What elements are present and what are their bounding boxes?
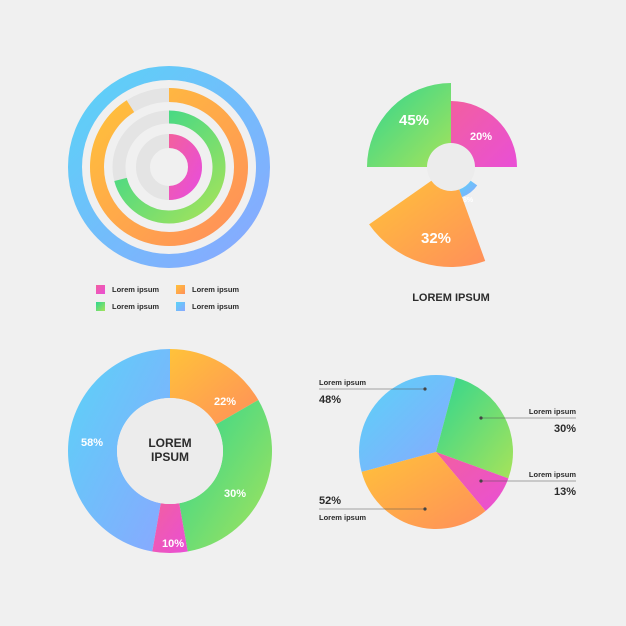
donut-slice-green	[179, 400, 272, 552]
callout-dot	[423, 387, 427, 391]
legend-swatch-pink	[96, 285, 105, 294]
rose-slice-label: 32%	[421, 230, 451, 247]
legend-swatch-green	[96, 302, 105, 311]
rose-slice-pink	[451, 101, 517, 167]
pie-hole	[427, 143, 475, 191]
callout-name: Lorem ipsum	[529, 470, 576, 479]
pie-slice-pink	[436, 452, 509, 511]
rose-slice-blue	[459, 180, 478, 198]
rose-slice-orange	[369, 180, 486, 268]
rose-slice-label: 20%	[470, 131, 492, 143]
pie-slice-orange	[361, 452, 486, 529]
rose-slice-label: 45%	[399, 112, 429, 129]
radial-bar-green	[114, 110, 226, 224]
callout-dot	[479, 479, 483, 483]
donut-slice-label: 30%	[224, 488, 246, 500]
legend-label: Lorem ipsum	[112, 302, 159, 311]
callout-percent: 52%	[319, 495, 341, 507]
donut-center-label: IPSUM	[151, 450, 189, 464]
radial-bar-orange	[90, 88, 248, 246]
radial-bar-pink	[168, 134, 202, 200]
donut-slice-orange	[170, 349, 259, 425]
donut-slice-pink	[152, 503, 188, 553]
legend-label: Lorem ipsum	[192, 302, 239, 311]
legend-label: Lorem ipsum	[112, 285, 159, 294]
pie-slice-green	[436, 377, 513, 479]
radial-bar-blue	[68, 66, 270, 268]
donut-slice-label: 10%	[162, 538, 184, 550]
callout-percent: 13%	[554, 486, 576, 498]
donut-slice-label: 22%	[214, 396, 236, 408]
donut-slice-blue	[68, 349, 170, 552]
callout-name: Lorem ipsum	[319, 378, 366, 387]
callout-name: Lorem ipsum	[529, 407, 576, 416]
callout-dot	[423, 507, 427, 511]
callout-percent: 48%	[319, 394, 341, 406]
donut-center-label: LOREM	[148, 436, 191, 450]
donut-slice-label: 58%	[81, 437, 103, 449]
legend-swatch-blue	[176, 302, 185, 311]
callout-name: Lorem ipsum	[319, 513, 366, 522]
pie-title: LOREM IPSUM	[412, 292, 490, 304]
donut-center	[117, 398, 223, 504]
callout-dot	[479, 416, 483, 420]
legend-label: Lorem ipsum	[192, 285, 239, 294]
callout-percent: 30%	[554, 423, 576, 435]
pie-slice-blue	[359, 375, 456, 472]
rose-slice-label: 8%	[463, 197, 474, 204]
rose-slice-green	[367, 83, 451, 167]
legend-swatch-orange	[176, 285, 185, 294]
